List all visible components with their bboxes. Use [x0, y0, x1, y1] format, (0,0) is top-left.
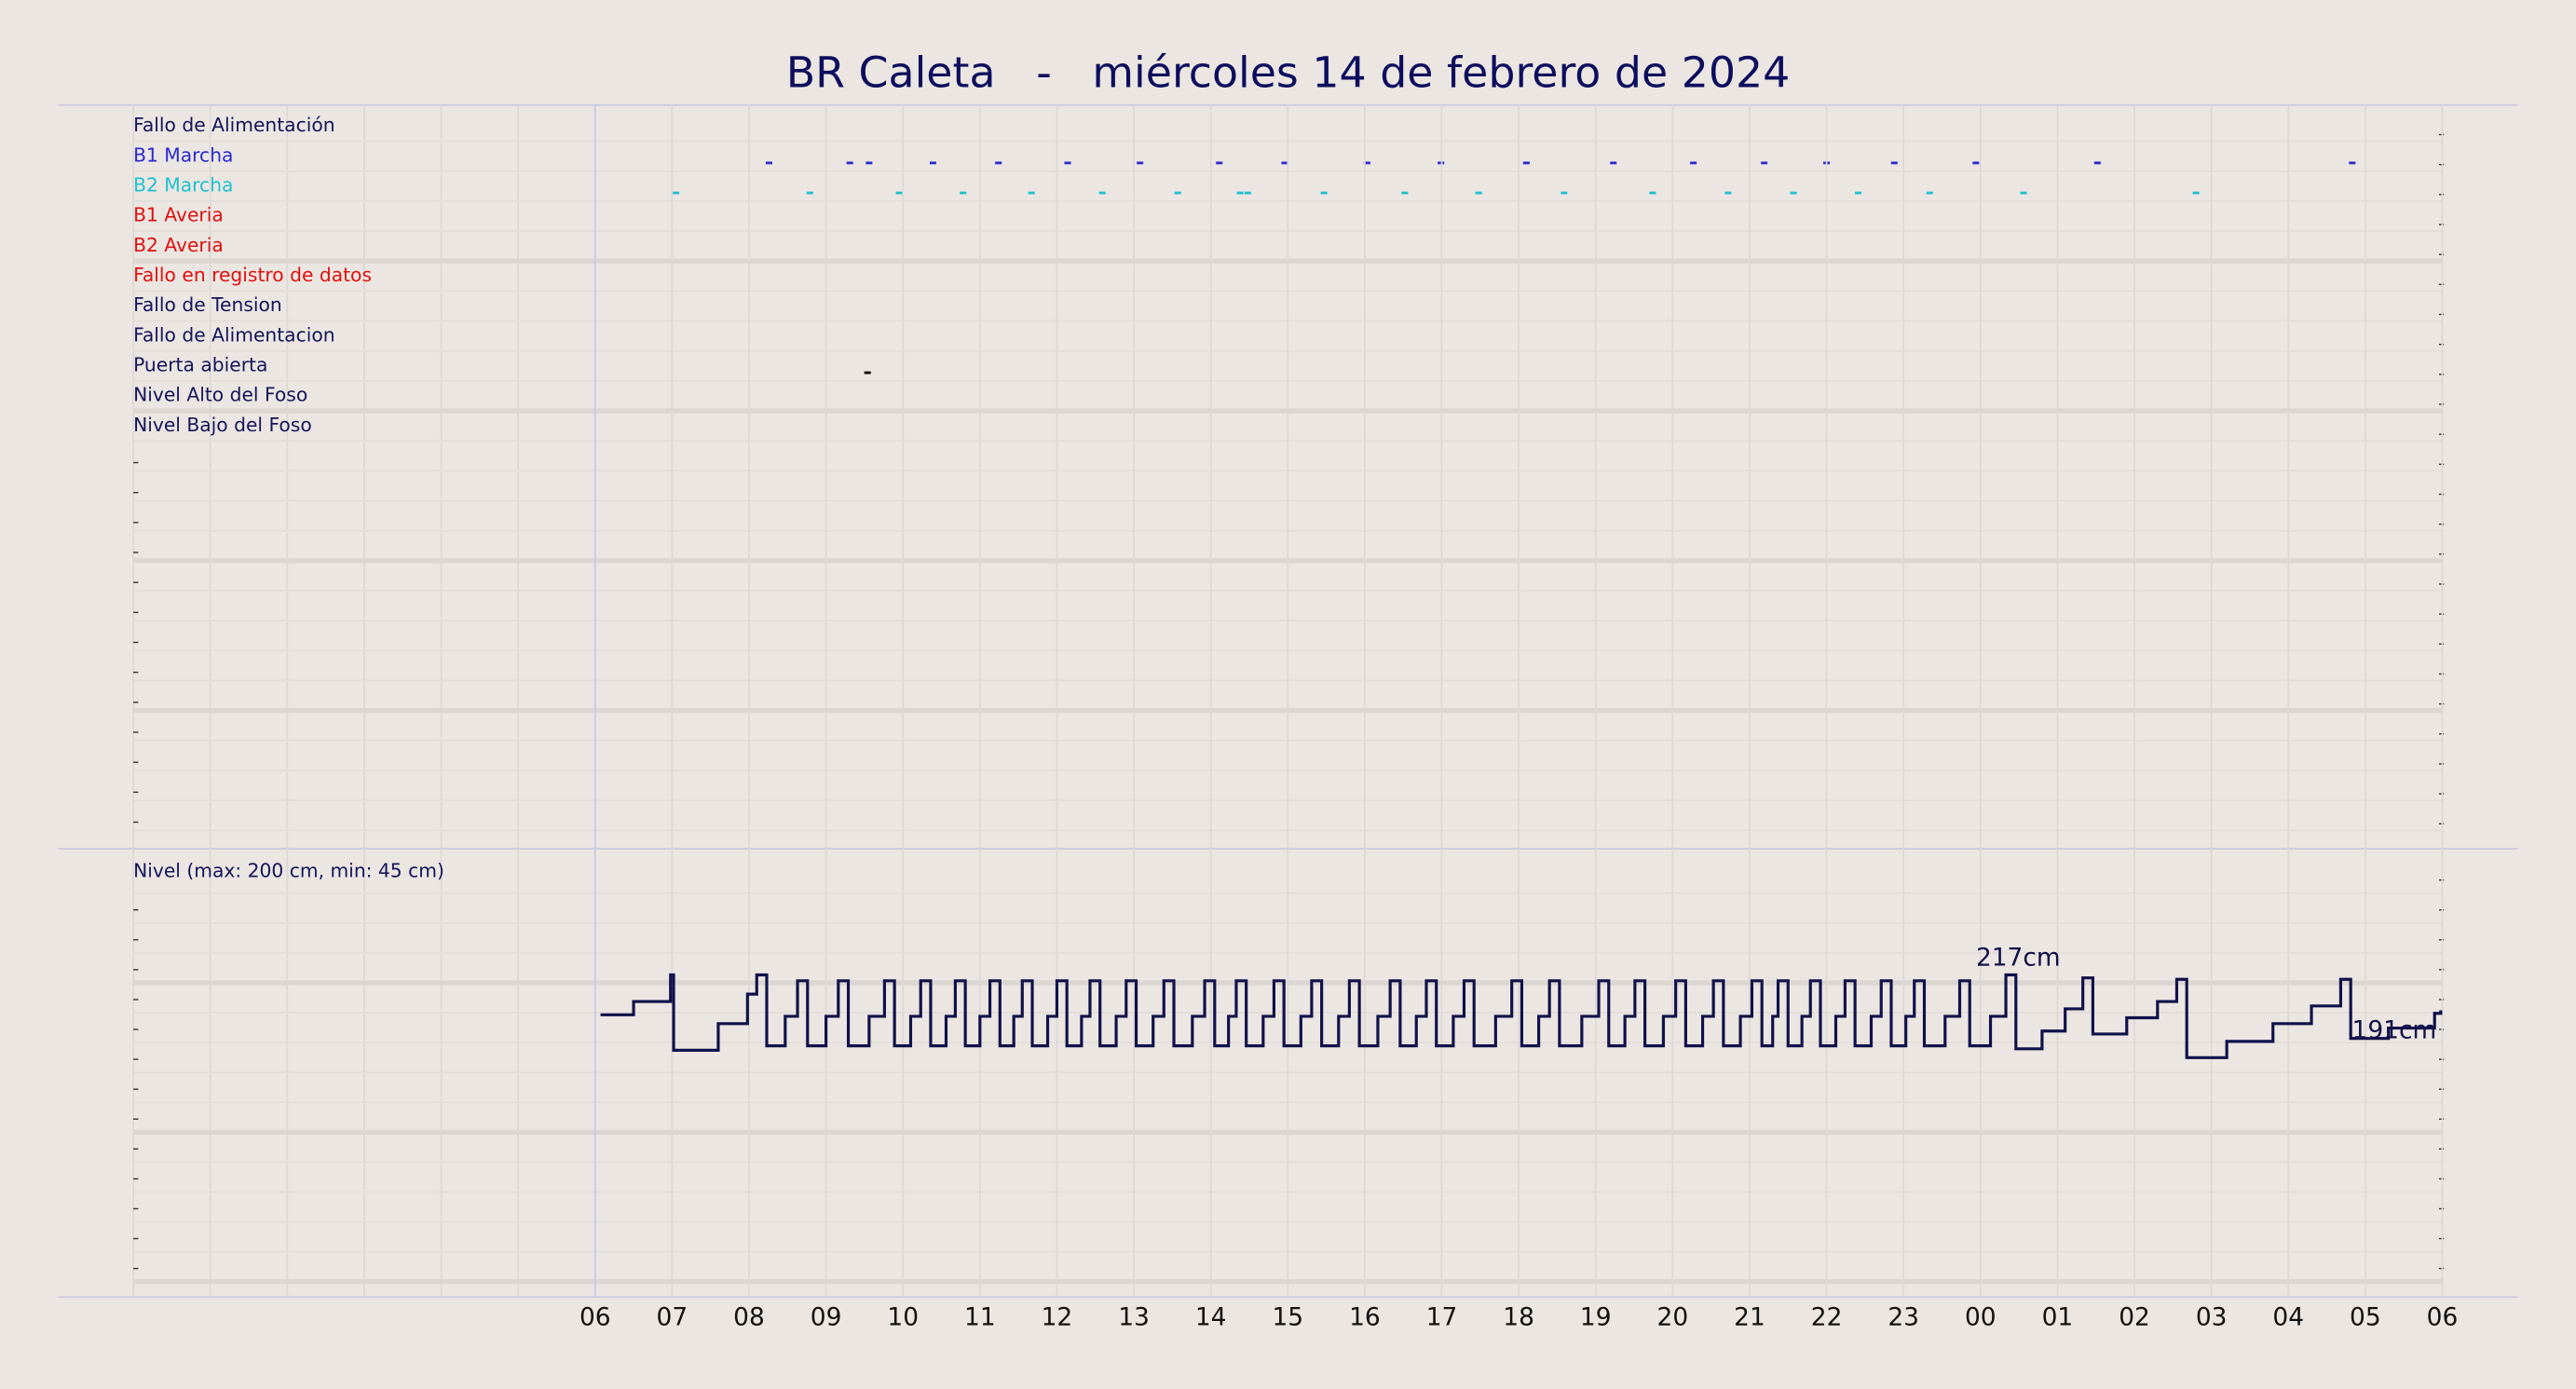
x-tick-label: 14	[1195, 1303, 1227, 1332]
row-label: B1 Averia	[133, 204, 224, 226]
row-label: Puerta abierta	[133, 354, 267, 376]
annotation: 191cm	[2352, 1015, 2437, 1044]
x-tick-label: 17	[1426, 1303, 1458, 1332]
row-label: B2 Averia	[133, 234, 224, 256]
row-label: Fallo en registro de datos	[133, 264, 372, 286]
x-tick-label: 06	[579, 1303, 611, 1332]
x-tick-label: 00	[1965, 1303, 1997, 1332]
chart-title: BR Caleta - miércoles 14 de febrero de 2…	[786, 48, 1791, 98]
x-tick-label: 04	[2272, 1303, 2304, 1332]
x-tick-label: 02	[2119, 1303, 2150, 1332]
row-label: B1 Marcha	[133, 143, 233, 166]
panel-label: Nivel (max: 200 cm, min: 45 cm)	[133, 859, 444, 881]
annotation: 217cm	[1976, 944, 2061, 973]
x-tick-label: 22	[1811, 1303, 1843, 1332]
row-label: Fallo de Alimentacion	[133, 323, 334, 346]
row-label: Fallo de Tension	[133, 293, 282, 316]
x-tick-label: 07	[657, 1303, 688, 1332]
x-tick-label: 11	[964, 1303, 996, 1332]
row-label: Nivel Bajo del Foso	[133, 414, 312, 436]
row-label: B2 Marcha	[133, 174, 233, 197]
x-tick-label: 19	[1580, 1303, 1612, 1332]
x-tick-label: 20	[1657, 1303, 1689, 1332]
x-tick-label: 18	[1503, 1303, 1534, 1332]
row-label: Nivel Alto del Foso	[133, 384, 307, 406]
x-tick-label: 08	[733, 1303, 765, 1332]
x-tick-label: 10	[887, 1303, 919, 1332]
x-tick-label: 15	[1272, 1303, 1303, 1332]
level-line	[600, 973, 2443, 1059]
x-tick-label: 03	[2196, 1303, 2228, 1332]
x-tick-label: 06	[2427, 1303, 2459, 1332]
x-tick-label: 09	[811, 1303, 842, 1332]
x-tick-label: 05	[2350, 1303, 2381, 1332]
x-tick-label: 21	[1734, 1303, 1765, 1332]
x-tick-label: 16	[1349, 1303, 1381, 1332]
x-tick-label: 12	[1042, 1303, 1073, 1332]
x-tick-label: 13	[1118, 1303, 1150, 1332]
x-tick-label: 23	[1888, 1303, 1919, 1332]
row-label: Fallo de Alimentación	[133, 114, 334, 136]
x-tick-label: 01	[2042, 1303, 2074, 1332]
